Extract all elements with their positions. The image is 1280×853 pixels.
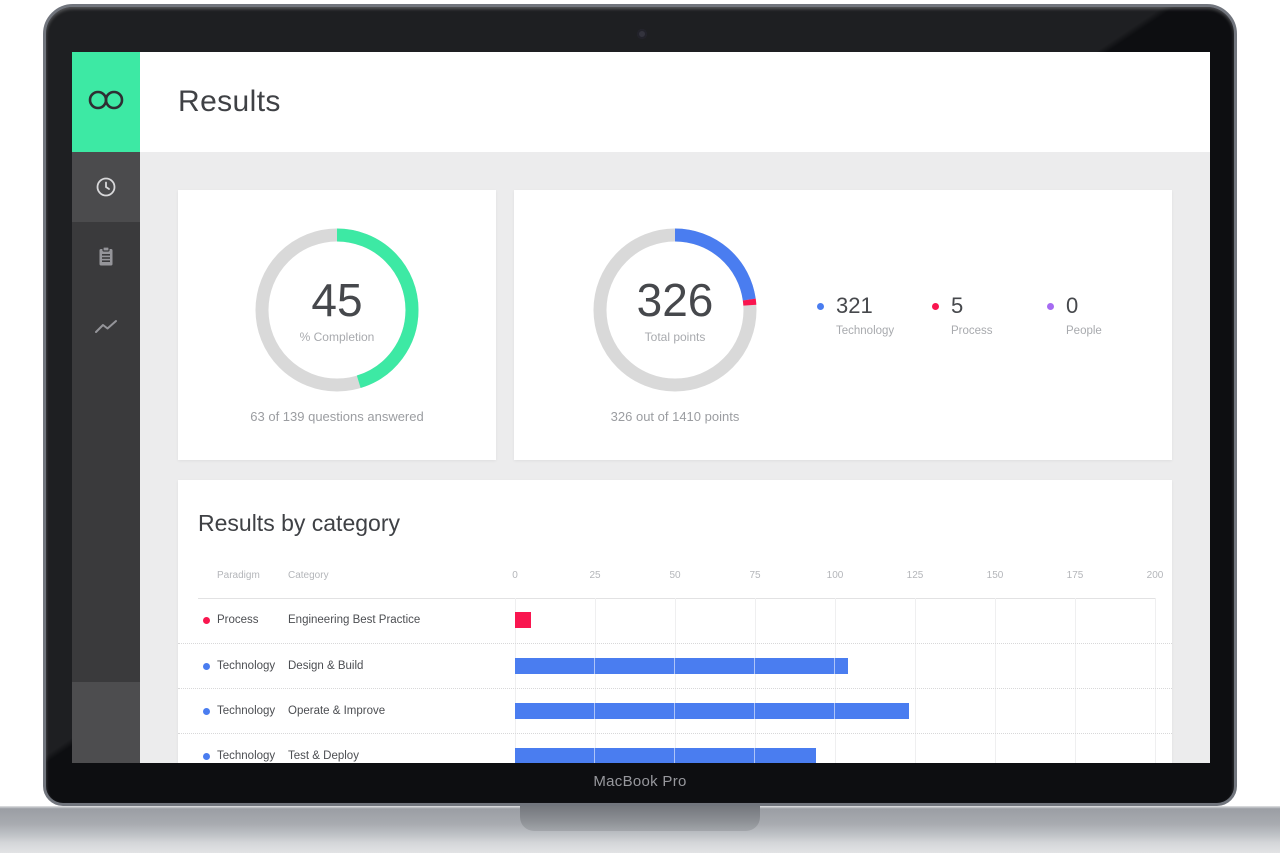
technology-value: 321 [836, 293, 873, 318]
axis-tick: 200 [1146, 570, 1164, 581]
paradigm-dot-icon [203, 663, 210, 670]
table-header: Paradigm Category 0 25 50 75 100 125 150… [178, 570, 1172, 588]
device-label: MacBook Pro [593, 773, 687, 790]
axis-tick: 150 [986, 570, 1004, 581]
paradigm-dot-icon [203, 753, 210, 760]
process-dot-icon [932, 302, 939, 310]
total-points-donut-chart: 326 Total points [592, 227, 758, 393]
total-points-value: 326 [636, 273, 714, 326]
sidebar-footer [72, 682, 140, 763]
axis-tick: 0 [512, 570, 518, 581]
trend-icon [94, 318, 118, 336]
sidebar-item-results[interactable] [72, 292, 140, 362]
row-paradigm: Technology [217, 750, 276, 762]
row-paradigm: Technology [217, 705, 276, 717]
sidebar [72, 52, 140, 763]
row-category: Operate & Improve [288, 705, 386, 717]
page-title: Results [178, 85, 281, 118]
laptop-hinge-notch [520, 806, 760, 831]
table-row: Technology Design & Build [178, 643, 1172, 688]
score-bar [515, 612, 531, 628]
row-category: Test & Deploy [288, 750, 359, 762]
completion-value: 45 [311, 273, 363, 326]
axis-tick: 50 [669, 570, 681, 581]
category-rows: Process Engineering Best Practice Techno… [178, 598, 1172, 763]
people-dot-icon [1047, 302, 1054, 310]
people-label: People [1066, 325, 1102, 337]
infinity-logo-icon [85, 88, 127, 117]
laptop-base [0, 806, 1280, 853]
webcam-icon [637, 29, 647, 39]
total-points-card: 326 Total points 326 out of 1410 points … [514, 190, 1172, 460]
clipboard-icon [96, 246, 116, 268]
score-bar [515, 703, 909, 719]
process-value: 5 [951, 293, 964, 318]
table-row: Technology Operate & Improve [178, 688, 1172, 733]
legend-item-process: 5 Process [932, 293, 1027, 337]
score-bar [515, 658, 848, 674]
total-points-caption: 326 out of 1410 points [610, 409, 740, 424]
process-label: Process [951, 325, 993, 337]
page-header: Results [140, 52, 1210, 152]
paradigm-dot-icon [203, 708, 210, 715]
section-title: Results by category [198, 510, 400, 536]
points-legend: 321 Technology 5 Process 0 Pe [817, 293, 1162, 337]
app-screen: Results 45 % Completion 63 of 139 questi… [72, 52, 1210, 763]
total-points-label: Total points [644, 329, 706, 344]
axis-tick: 125 [906, 570, 924, 581]
chart-gridlines [515, 598, 1156, 763]
results-by-category-card: Results by category Paradigm Category 0 … [178, 480, 1172, 763]
table-row: Technology Test & Deploy [178, 733, 1172, 763]
sidebar-item-assessment[interactable] [72, 222, 140, 292]
axis-tick: 75 [749, 570, 761, 581]
sidebar-item-history[interactable] [72, 152, 140, 222]
app-logo[interactable] [72, 52, 140, 152]
completion-card: 45 % Completion 63 of 139 questions answ… [178, 190, 496, 460]
axis-tick: 25 [589, 570, 601, 581]
score-bar [515, 748, 816, 763]
technology-dot-icon [817, 302, 824, 310]
table-row: Process Engineering Best Practice [178, 598, 1172, 643]
column-header-paradigm: Paradigm [217, 570, 260, 581]
axis-tick: 175 [1066, 570, 1084, 581]
completion-caption: 63 of 139 questions answered [250, 409, 424, 424]
technology-label: Technology [836, 325, 895, 337]
axis-tick: 100 [826, 570, 844, 581]
clock-icon [95, 176, 117, 198]
row-paradigm: Technology [217, 660, 276, 672]
paradigm-dot-icon [203, 617, 210, 624]
completion-donut-chart: 45 % Completion [254, 227, 420, 393]
row-category: Design & Build [288, 660, 364, 672]
people-value: 0 [1066, 293, 1079, 318]
row-category: Engineering Best Practice [288, 614, 421, 626]
legend-item-technology: 321 Technology [817, 293, 912, 337]
row-paradigm: Process [217, 614, 259, 626]
legend-item-people: 0 People [1047, 293, 1142, 337]
completion-label: % Completion [299, 329, 375, 344]
column-header-category: Category [288, 570, 329, 581]
